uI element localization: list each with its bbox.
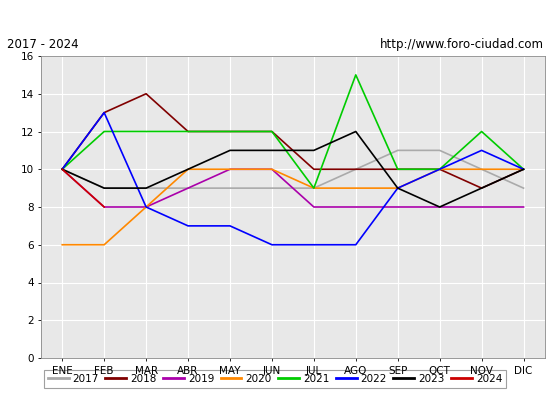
Text: http://www.foro-ciudad.com: http://www.foro-ciudad.com xyxy=(379,38,543,51)
Text: Evolucion del paro registrado en Casasbuenas: Evolucion del paro registrado en Casasbu… xyxy=(98,9,452,24)
Legend: 2017, 2018, 2019, 2020, 2021, 2022, 2023, 2024: 2017, 2018, 2019, 2020, 2021, 2022, 2023… xyxy=(43,370,507,388)
Text: 2017 - 2024: 2017 - 2024 xyxy=(7,38,78,51)
